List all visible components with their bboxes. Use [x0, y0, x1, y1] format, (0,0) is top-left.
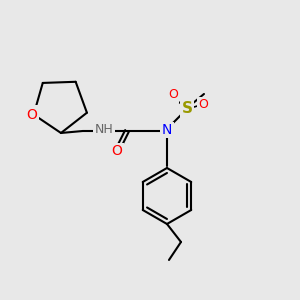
Text: NH: NH: [94, 124, 113, 136]
Text: S: S: [182, 101, 193, 116]
Text: O: O: [112, 144, 122, 158]
Text: O: O: [26, 108, 37, 122]
Text: O: O: [168, 88, 178, 101]
Text: O: O: [198, 98, 208, 112]
Text: N: N: [162, 123, 172, 137]
